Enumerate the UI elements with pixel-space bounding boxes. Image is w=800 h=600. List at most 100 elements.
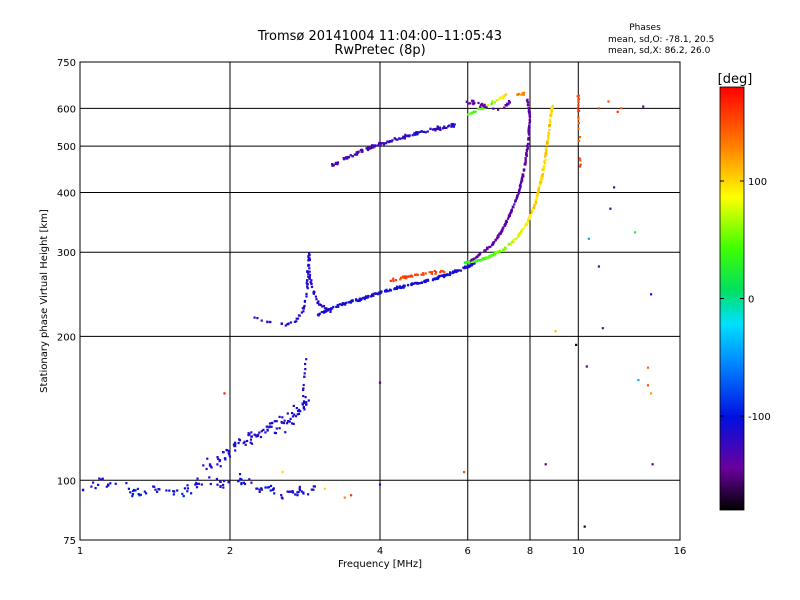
echo-point [468, 261, 471, 264]
echo-point [363, 298, 366, 301]
echo-point [477, 101, 480, 105]
echo-point [526, 142, 530, 146]
echo-point [355, 153, 358, 156]
echo-point [98, 477, 101, 480]
echo-point [336, 163, 339, 166]
echo-point [543, 161, 546, 164]
echo-point [362, 296, 365, 300]
echo-point [510, 211, 513, 214]
echo-point [282, 422, 286, 425]
echo-point [233, 441, 237, 444]
echo-point [453, 123, 456, 126]
echo-point [472, 258, 475, 261]
echo-point [506, 217, 510, 220]
echo-point [544, 158, 547, 161]
echo-point [465, 261, 468, 264]
echo-point [90, 485, 93, 488]
echo-point [518, 188, 521, 191]
echo-point [518, 191, 521, 194]
echo-point [542, 169, 545, 172]
echo-point [296, 491, 299, 494]
echo-point [242, 441, 245, 445]
y-axis-ticks: 75 100 200 300 400 500 600 750 [57, 58, 76, 547]
echo-point [440, 270, 443, 273]
echo-point [523, 225, 527, 228]
echo-point [521, 174, 524, 177]
echo-point [367, 146, 370, 149]
echo-point [541, 177, 544, 180]
echo-point [222, 483, 225, 486]
echo-point [459, 269, 463, 272]
echo-point [127, 487, 130, 490]
echo-point [524, 159, 527, 163]
echo-point [527, 219, 530, 222]
echo-point [426, 278, 429, 281]
echo-point [183, 487, 186, 490]
echo-point [450, 123, 453, 126]
echo-point [414, 273, 417, 276]
echo-point [338, 303, 342, 306]
echo-point [545, 147, 548, 150]
echo-point [424, 272, 427, 275]
echo-point [498, 96, 502, 99]
x-axis-label: Frequency [MHz] [338, 559, 422, 570]
echo-point [378, 381, 382, 384]
x-tick-label: 6 [465, 546, 471, 557]
echo-point [359, 297, 362, 300]
echo-point [471, 111, 474, 115]
echo-point [336, 303, 339, 307]
echo-point [264, 486, 267, 489]
echo-point [296, 494, 299, 497]
echo-point [308, 276, 311, 280]
echo-point [490, 254, 493, 257]
echo-point [429, 127, 432, 130]
x-tick-label: 10 [572, 546, 585, 557]
echo-point [579, 159, 582, 162]
echo-point [323, 487, 326, 490]
echo-point [549, 115, 552, 118]
echo-point [224, 458, 227, 461]
echo-point [355, 299, 358, 302]
echo-point [519, 231, 522, 234]
echo-point [308, 252, 311, 255]
echo-point [537, 189, 540, 192]
echo-point [249, 441, 252, 444]
x-tick-label: 16 [674, 546, 687, 557]
echo-point [545, 150, 548, 153]
echo-point [508, 242, 511, 245]
echo-point [447, 125, 450, 128]
echo-point [295, 320, 298, 323]
echo-point [200, 483, 203, 486]
echo-point [398, 137, 401, 140]
echo-point [303, 300, 306, 303]
echo-point [527, 104, 530, 107]
echo-point [300, 490, 303, 493]
echo-point [486, 248, 489, 251]
echo-point [433, 128, 436, 131]
echo-point [291, 491, 295, 494]
echo-point [489, 256, 492, 259]
echo-point [516, 195, 519, 198]
echo-point [380, 142, 383, 145]
chart-subtitle: RwPretec (8p) [334, 43, 425, 58]
echo-point [305, 403, 308, 406]
phases-heading: Phases [629, 23, 661, 33]
echo-point [329, 310, 332, 313]
echo-point [507, 100, 511, 103]
echo-point [105, 485, 108, 488]
echo-point [451, 125, 454, 128]
echo-point [355, 151, 358, 154]
echo-point [544, 153, 547, 156]
echo-point [524, 161, 527, 164]
echo-point [475, 256, 478, 259]
echo-point [131, 495, 134, 498]
echo-point [351, 155, 354, 158]
echo-point [387, 290, 390, 293]
echo-point [271, 421, 274, 424]
echo-point [343, 496, 346, 499]
echo-point [312, 485, 315, 488]
echo-point [393, 287, 396, 290]
echo-point [268, 425, 271, 428]
data-points [81, 91, 654, 528]
echo-point [541, 173, 545, 176]
